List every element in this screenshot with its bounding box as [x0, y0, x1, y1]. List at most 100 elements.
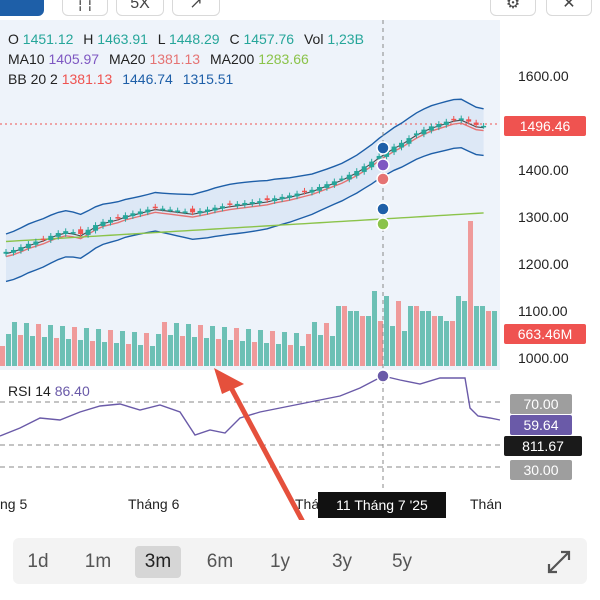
volume-bar: [102, 342, 107, 366]
candle-body: [63, 231, 69, 234]
candle-body: [100, 221, 106, 226]
candle-body: [339, 178, 345, 181]
volume-bar: [360, 316, 365, 366]
volume-bar: [450, 321, 455, 366]
rsi-line: [0, 375, 501, 437]
rsi-value: 86.40: [54, 383, 90, 399]
candle-body: [309, 189, 315, 193]
volume-bar: [252, 342, 257, 366]
rsi-upper-badge: 70.00: [510, 394, 572, 414]
volume-bar: [132, 332, 137, 366]
chart-type-button[interactable]: [0, 0, 44, 16]
close-button[interactable]: ✕: [546, 0, 592, 16]
candle-body: [107, 219, 113, 223]
rsi-label: RSI 14: [8, 383, 51, 399]
top-toolbar: ┆┆ 5X ↗ ⚙ ✕: [0, 0, 600, 20]
candle-body: [197, 210, 203, 214]
x-axis-label: ng 5: [0, 496, 28, 512]
candle-body: [167, 209, 173, 212]
candle-body: [182, 211, 188, 213]
candle-body: [428, 126, 434, 131]
candle-body: [451, 118, 457, 121]
volume-bar: [84, 328, 89, 366]
x-axis-label: Tháng 6: [128, 496, 180, 512]
price-tick: 1000.00: [518, 350, 569, 366]
volume-bar: [426, 311, 431, 366]
timeframe-1d[interactable]: 1d: [27, 551, 49, 572]
current-price-badge: 1496.46: [504, 116, 586, 136]
bb-label: BB 20 2: [8, 71, 58, 87]
volume-bar: [366, 316, 371, 366]
rsi-lower-badge: 30.00: [510, 460, 572, 480]
volume-bar: [42, 337, 47, 366]
volume-bar: [222, 327, 227, 366]
candle-settings-button[interactable]: ┆┆: [62, 0, 108, 16]
gear-icon: ⚙: [505, 0, 521, 12]
volume-bar: [24, 323, 29, 366]
price-chart[interactable]: [0, 0, 600, 520]
draw-tool-button[interactable]: ↗: [172, 0, 220, 16]
volume-bar: [384, 296, 389, 366]
candle-settings-icon: ┆┆: [75, 0, 95, 12]
volume-bar: [162, 322, 167, 366]
ma200-line: [5, 212, 484, 243]
volume-bar: [354, 311, 359, 366]
volume-bar: [480, 306, 485, 366]
candle-body: [160, 208, 166, 211]
timeframe-3m[interactable]: 3m: [135, 546, 181, 578]
timeframe-1m[interactable]: 1m: [84, 551, 112, 572]
annotation-arrow-head: [214, 368, 244, 394]
candle-body: [137, 211, 143, 215]
candle-body: [369, 161, 375, 168]
candle-body: [279, 196, 285, 200]
close-label: C: [229, 31, 240, 47]
expand-icon[interactable]: [545, 548, 573, 576]
volume-label: Vol: [303, 31, 324, 47]
volume-bar: [402, 331, 407, 366]
volume-bars: [0, 221, 497, 366]
candle-body: [152, 206, 158, 209]
volume-bar: [174, 323, 179, 366]
volume-bar: [468, 221, 473, 366]
volume-bar: [282, 332, 287, 366]
draw-tool-icon: ↗: [189, 0, 203, 12]
annotation-arrow-shaft: [225, 380, 305, 520]
candle-body: [219, 206, 225, 209]
settings-button[interactable]: ⚙: [490, 0, 536, 16]
volume-bar: [120, 331, 125, 366]
candle-body: [93, 225, 99, 231]
timeframe-5y[interactable]: 5y: [391, 551, 413, 572]
candle-body: [473, 122, 479, 125]
candle-body: [234, 203, 240, 206]
candle-body: [122, 215, 128, 219]
crosshair-marker-dot: [376, 217, 390, 231]
candle-body: [10, 249, 16, 253]
candle-body: [384, 151, 390, 157]
x-axis-label: Thán: [470, 496, 502, 512]
high-label: H: [83, 31, 94, 47]
volume-bar: [72, 327, 77, 366]
candle-body: [466, 119, 472, 122]
candle-body: [212, 207, 218, 211]
volume-badge: 663.46M: [504, 324, 586, 344]
volume-bar: [96, 329, 101, 366]
timeframe-1y[interactable]: 1y: [269, 551, 291, 572]
volume-bar: [288, 345, 293, 366]
timeframe-3y[interactable]: 3y: [331, 551, 353, 572]
volume-bar: [210, 326, 215, 366]
close-value: 1457.76: [243, 31, 295, 47]
volume-bar: [378, 321, 383, 366]
crosshair-marker-dot: [376, 158, 390, 172]
timeframe-6m[interactable]: 6m: [206, 551, 234, 572]
crosshair-marker-dot: [376, 369, 390, 383]
candle-body: [25, 243, 31, 249]
candle-body: [354, 171, 360, 176]
candle-body: [70, 232, 76, 234]
indicator-label: 5X: [130, 0, 150, 12]
candle-body: [242, 202, 248, 205]
volume-bar: [396, 301, 401, 366]
indicator-button[interactable]: 5X: [116, 0, 164, 16]
candle-body: [175, 210, 181, 212]
volume-bar: [414, 306, 419, 366]
candle-body: [399, 142, 405, 148]
